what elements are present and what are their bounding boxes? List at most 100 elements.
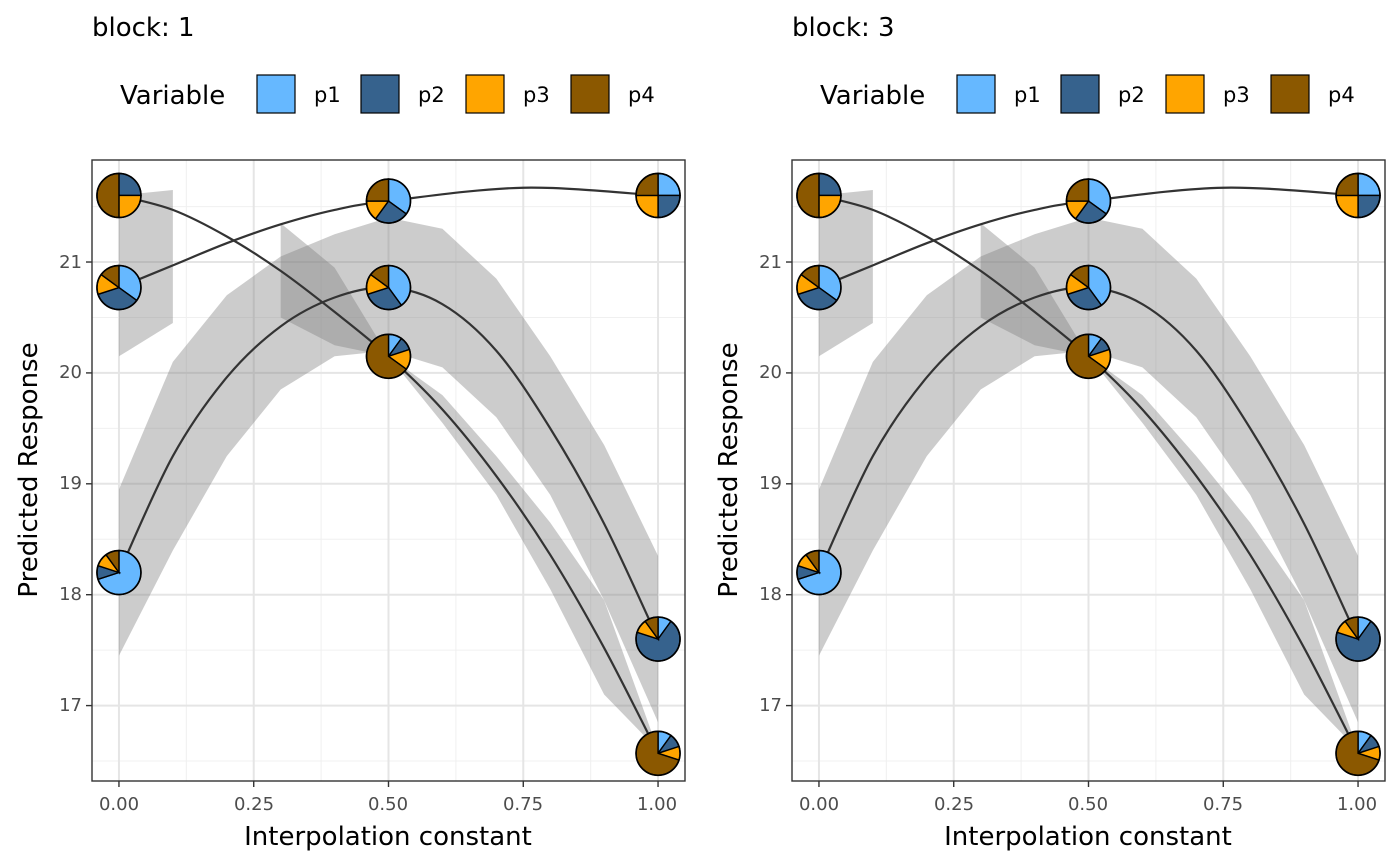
legend-title: Variable (820, 81, 925, 111)
x-axis-title: Interpolation constant (944, 822, 1232, 852)
x-tick-label: 0.25 (934, 794, 974, 815)
legend-key-p4 (1270, 74, 1310, 114)
pie-point (96, 264, 142, 311)
legend-label-p1: p1 (1014, 83, 1041, 107)
series-line (818, 186, 1359, 289)
legend-label-p4: p4 (1328, 83, 1355, 107)
plot-area (86, 159, 686, 787)
y-tick-label: 21 (759, 252, 782, 273)
legend-key-p3 (1165, 74, 1205, 114)
x-tick-label: 1.00 (1337, 794, 1377, 815)
legend-label-p3: p3 (1223, 83, 1250, 107)
pie-outline (1065, 333, 1112, 380)
legend-label-p2: p2 (1118, 83, 1145, 107)
y-axis-title: Predicted Response (14, 342, 44, 597)
pie-outline (635, 172, 681, 219)
pie-point (365, 264, 412, 311)
legend-key-p1 (956, 74, 996, 114)
pie-point (1065, 178, 1112, 224)
legend-key-p2 (1060, 74, 1100, 114)
y-axis-title: Predicted Response (714, 342, 744, 597)
confidence-band (818, 189, 873, 357)
series-line (118, 194, 660, 754)
confidence-band (118, 217, 659, 723)
legend-label-p1: p1 (314, 83, 341, 107)
legend: Variable p1 p2 p3 p4 (120, 74, 655, 114)
series-line (818, 194, 1360, 754)
pie-outline (796, 264, 842, 311)
pie-outline (1335, 616, 1381, 662)
y-tick-label: 19 (759, 473, 782, 494)
pie-point (796, 264, 842, 311)
x-tick-label: 0.00 (799, 794, 839, 815)
pie-point (1335, 730, 1381, 777)
y-tick-label: 21 (59, 252, 82, 273)
y-tick-label: 17 (759, 695, 782, 716)
pie-point (635, 616, 681, 662)
plot-area (786, 159, 1386, 787)
pie-point (1065, 333, 1112, 380)
confidence-band (280, 223, 659, 750)
panel-title: block: 1 (92, 13, 195, 43)
confidence-band (818, 217, 1359, 723)
y-tick-label: 18 (59, 584, 82, 605)
pie-point (96, 549, 142, 596)
pie-outline (1335, 172, 1381, 219)
legend-title: Variable (120, 81, 225, 111)
legend-key-p1 (256, 74, 296, 114)
x-tick-label: 0.50 (368, 794, 408, 815)
pie-point (635, 730, 681, 777)
confidence-band (980, 223, 1359, 750)
y-tick-label: 19 (59, 473, 82, 494)
x-tick-label: 0.00 (99, 794, 139, 815)
pie-outline (365, 264, 412, 311)
pie-outline (796, 172, 842, 219)
confidence-band (118, 189, 173, 357)
pie-outline (635, 616, 681, 662)
panel-block-1: block: 1 Variable p1 p2 p3 p4 17 18 19 2… (14, 13, 686, 852)
pie-point (1335, 616, 1381, 662)
pie-point (1335, 172, 1381, 219)
pie-outline (796, 549, 842, 596)
pie-outline (1065, 178, 1112, 224)
pie-point (365, 178, 412, 224)
pie-point (365, 333, 412, 380)
pie-outline (1065, 264, 1112, 311)
pie-outline (96, 549, 142, 596)
x-tick-label: 0.75 (503, 794, 543, 815)
y-axis: 17 18 19 20 21 Predicted Response (714, 252, 782, 716)
pie-outline (365, 178, 412, 224)
legend-key-p4 (570, 74, 610, 114)
pie-point (1065, 264, 1112, 311)
y-tick-label: 18 (759, 584, 782, 605)
x-tick-label: 1.00 (637, 794, 677, 815)
legend-key-p2 (360, 74, 400, 114)
panel-title: block: 3 (792, 13, 895, 43)
pie-point (796, 172, 842, 219)
pie-outline (1335, 730, 1381, 777)
legend: Variable p1 p2 p3 p4 (820, 74, 1355, 114)
pie-point (796, 549, 842, 596)
pie-outline (635, 730, 681, 777)
x-tick-label: 0.75 (1203, 794, 1243, 815)
pie-point (96, 172, 142, 219)
pie-outline (365, 333, 412, 380)
legend-label-p3: p3 (523, 83, 550, 107)
y-axis: 17 18 19 20 21 Predicted Response (14, 252, 82, 716)
series-line (118, 186, 659, 289)
legend-label-p4: p4 (628, 83, 655, 107)
x-axis: 0.00 0.25 0.50 0.75 1.00 Interpolation c… (799, 794, 1377, 852)
x-tick-label: 0.25 (234, 794, 274, 815)
legend-label-p2: p2 (418, 83, 445, 107)
pie-outline (96, 264, 142, 311)
pie-outline (96, 172, 142, 219)
x-axis-title: Interpolation constant (244, 822, 532, 852)
y-tick-label: 20 (59, 362, 82, 383)
panel-block-3: block: 3 Variable p1 p2 p3 p4 17 18 19 2… (714, 13, 1386, 852)
x-tick-label: 0.50 (1068, 794, 1108, 815)
x-axis: 0.00 0.25 0.50 0.75 1.00 Interpolation c… (99, 794, 677, 852)
legend-key-p3 (465, 74, 505, 114)
pie-point (635, 172, 681, 219)
y-tick-label: 17 (59, 695, 82, 716)
